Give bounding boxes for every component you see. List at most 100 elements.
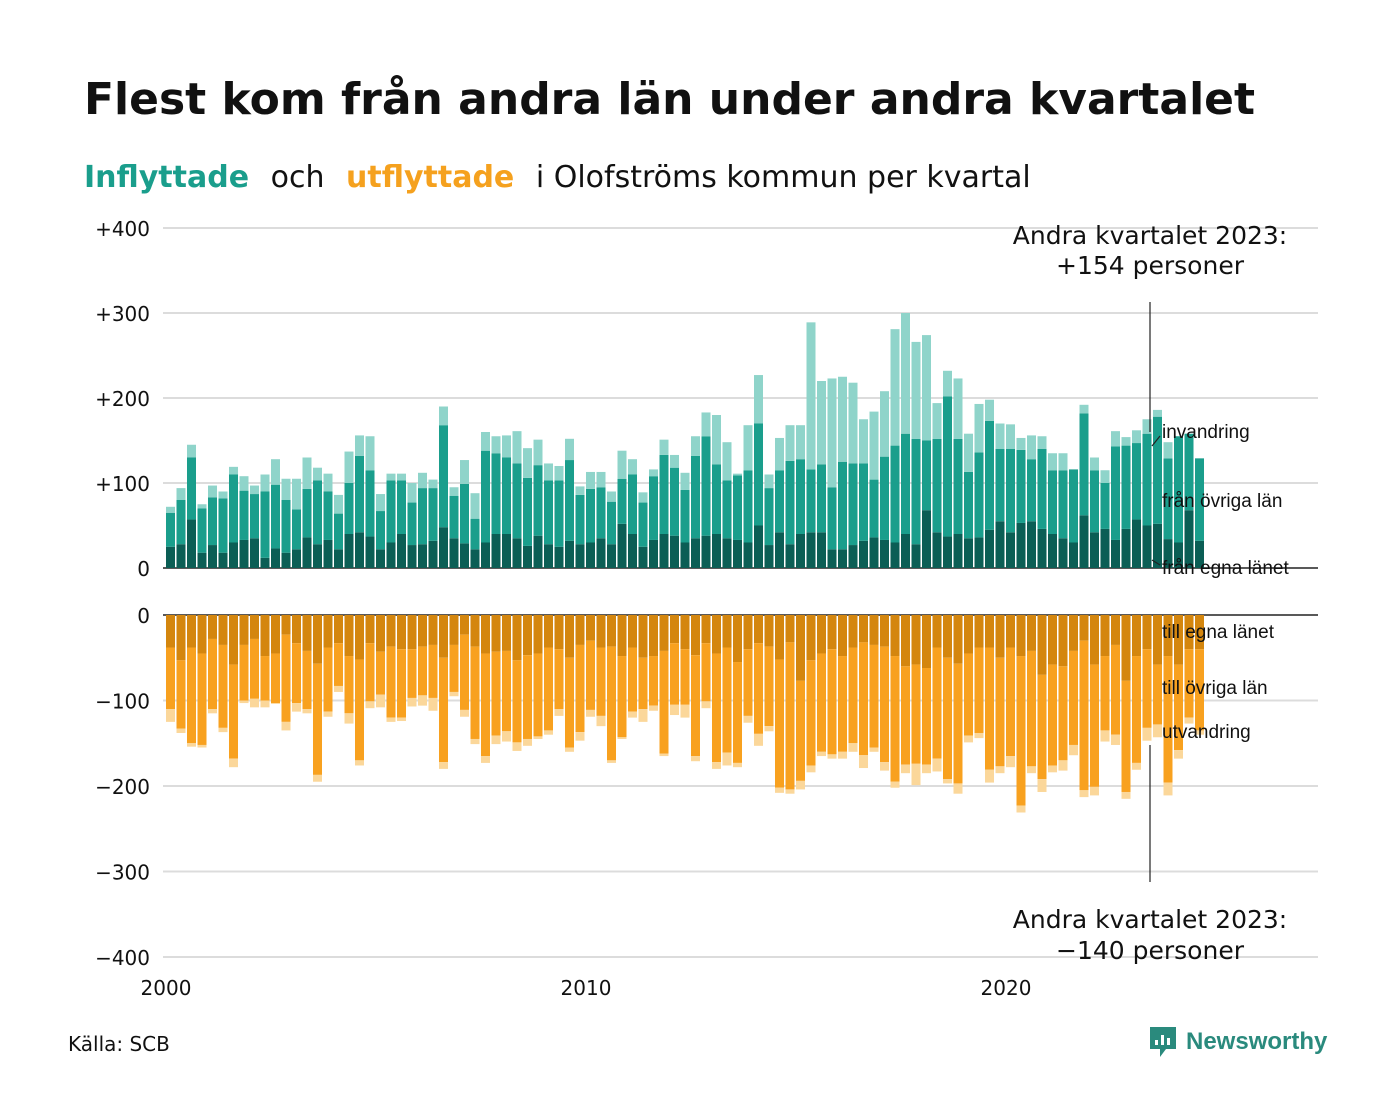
bar-out-segment xyxy=(722,752,732,766)
bar-in-segment xyxy=(817,381,826,465)
bar-out-segment xyxy=(197,653,207,745)
bar-out-segment xyxy=(628,647,637,712)
bar-out-segment xyxy=(565,657,574,748)
bar-in-segment xyxy=(334,549,343,568)
bar-out-segment xyxy=(1090,786,1099,796)
bar-out-segment xyxy=(565,615,574,658)
bar-out-segment xyxy=(533,615,543,654)
bar-in-segment xyxy=(281,478,291,500)
bar-out-segment xyxy=(292,703,301,712)
bar-in-segment xyxy=(502,457,511,534)
bar-in-segment xyxy=(617,450,627,479)
bar-out-segment xyxy=(827,754,837,759)
bar-in-segment xyxy=(659,454,669,534)
bar-out-segment xyxy=(281,615,291,635)
bar-in-segment xyxy=(974,403,984,453)
legend-pointer xyxy=(1151,559,1161,566)
bar-out-segment xyxy=(911,763,921,786)
bar-out-segment xyxy=(1100,730,1110,742)
bar-out-segment xyxy=(439,615,448,658)
bar-in-segment xyxy=(754,375,763,424)
bar-out-segment xyxy=(544,730,553,735)
bar-out-segment xyxy=(1111,734,1120,745)
legend-out-label: till övriga län xyxy=(1162,678,1268,699)
bar-in-segment xyxy=(995,449,1005,522)
bar-out-segment xyxy=(302,650,312,710)
bar-in-segment xyxy=(911,341,921,439)
bar-in-segment xyxy=(229,466,238,475)
bar-out-segment xyxy=(680,649,690,705)
bar-in-segment xyxy=(197,504,207,509)
bar-out-segment xyxy=(376,651,385,695)
bar-in-segment xyxy=(166,546,175,568)
bar-out-segment xyxy=(743,615,753,650)
bar-out-segment xyxy=(890,615,900,657)
bar-in-segment xyxy=(197,508,207,553)
bar-in-segment xyxy=(995,521,1005,568)
bar-in-segment xyxy=(460,543,469,568)
bar-out-segment xyxy=(880,762,889,771)
bar-out-segment xyxy=(943,779,952,784)
bar-out-segment xyxy=(197,744,207,748)
bar-in-segment xyxy=(848,382,858,464)
bar-in-segment xyxy=(565,460,574,541)
bar-out-segment xyxy=(470,738,480,745)
bar-out-segment xyxy=(218,644,228,728)
bar-in-segment xyxy=(1027,521,1036,568)
bar-in-segment xyxy=(1142,419,1152,434)
bar-out-segment xyxy=(743,715,753,723)
bar-out-segment xyxy=(1058,615,1068,667)
bar-in-segment xyxy=(260,557,270,568)
bar-out-segment xyxy=(481,653,490,757)
bar-in-segment xyxy=(1111,431,1120,447)
bar-out-segment xyxy=(638,709,648,722)
bar-in-segment xyxy=(239,490,249,540)
bar-in-segment xyxy=(365,536,375,568)
bar-out-segment xyxy=(313,663,322,775)
bar-in-segment xyxy=(313,544,322,568)
bar-out-segment xyxy=(1079,640,1089,791)
bar-out-segment xyxy=(1111,644,1120,735)
bar-in-segment xyxy=(838,549,847,568)
bar-in-segment xyxy=(166,512,175,547)
bar-in-segment xyxy=(502,534,511,568)
bar-in-segment xyxy=(1048,534,1057,568)
bar-in-segment xyxy=(1153,409,1162,417)
bar-in-segment xyxy=(239,539,249,568)
bar-in-segment xyxy=(922,440,931,511)
bar-out-segment xyxy=(323,647,333,712)
ytick-bottom-label: −400 xyxy=(95,946,150,970)
bar-in-segment xyxy=(512,463,522,539)
bar-in-segment xyxy=(1027,435,1036,460)
bar-out-segment xyxy=(932,758,942,772)
bar-out-segment xyxy=(428,615,438,645)
bar-out-segment xyxy=(302,709,312,714)
bar-in-segment xyxy=(964,471,973,539)
bar-in-segment xyxy=(481,542,490,568)
bar-in-segment xyxy=(617,478,627,524)
ytick-top-label: +200 xyxy=(95,387,150,411)
bar-out-segment xyxy=(596,615,606,648)
bar-in-segment xyxy=(470,549,480,568)
bar-out-segment xyxy=(649,615,658,657)
bar-out-segment xyxy=(901,666,910,765)
bar-in-segment xyxy=(218,552,228,568)
bar-in-segment xyxy=(302,488,312,538)
bar-out-segment xyxy=(397,615,406,650)
bar-out-segment xyxy=(1195,730,1204,735)
bar-in-segment xyxy=(302,537,312,568)
bar-in-segment xyxy=(796,425,805,460)
bar-in-segment xyxy=(544,463,553,481)
bar-out-segment xyxy=(964,653,973,736)
bar-out-segment xyxy=(418,646,427,696)
bar-out-segment xyxy=(1142,649,1152,728)
bar-out-segment xyxy=(953,783,963,794)
bar-out-segment xyxy=(386,646,396,718)
bar-in-segment xyxy=(512,538,522,568)
bar-in-segment xyxy=(607,544,616,568)
bar-out-segment xyxy=(733,662,742,763)
bar-out-segment xyxy=(985,769,994,783)
bar-out-segment xyxy=(806,615,816,661)
bar-in-segment xyxy=(680,472,690,490)
bar-in-segment xyxy=(985,529,994,568)
